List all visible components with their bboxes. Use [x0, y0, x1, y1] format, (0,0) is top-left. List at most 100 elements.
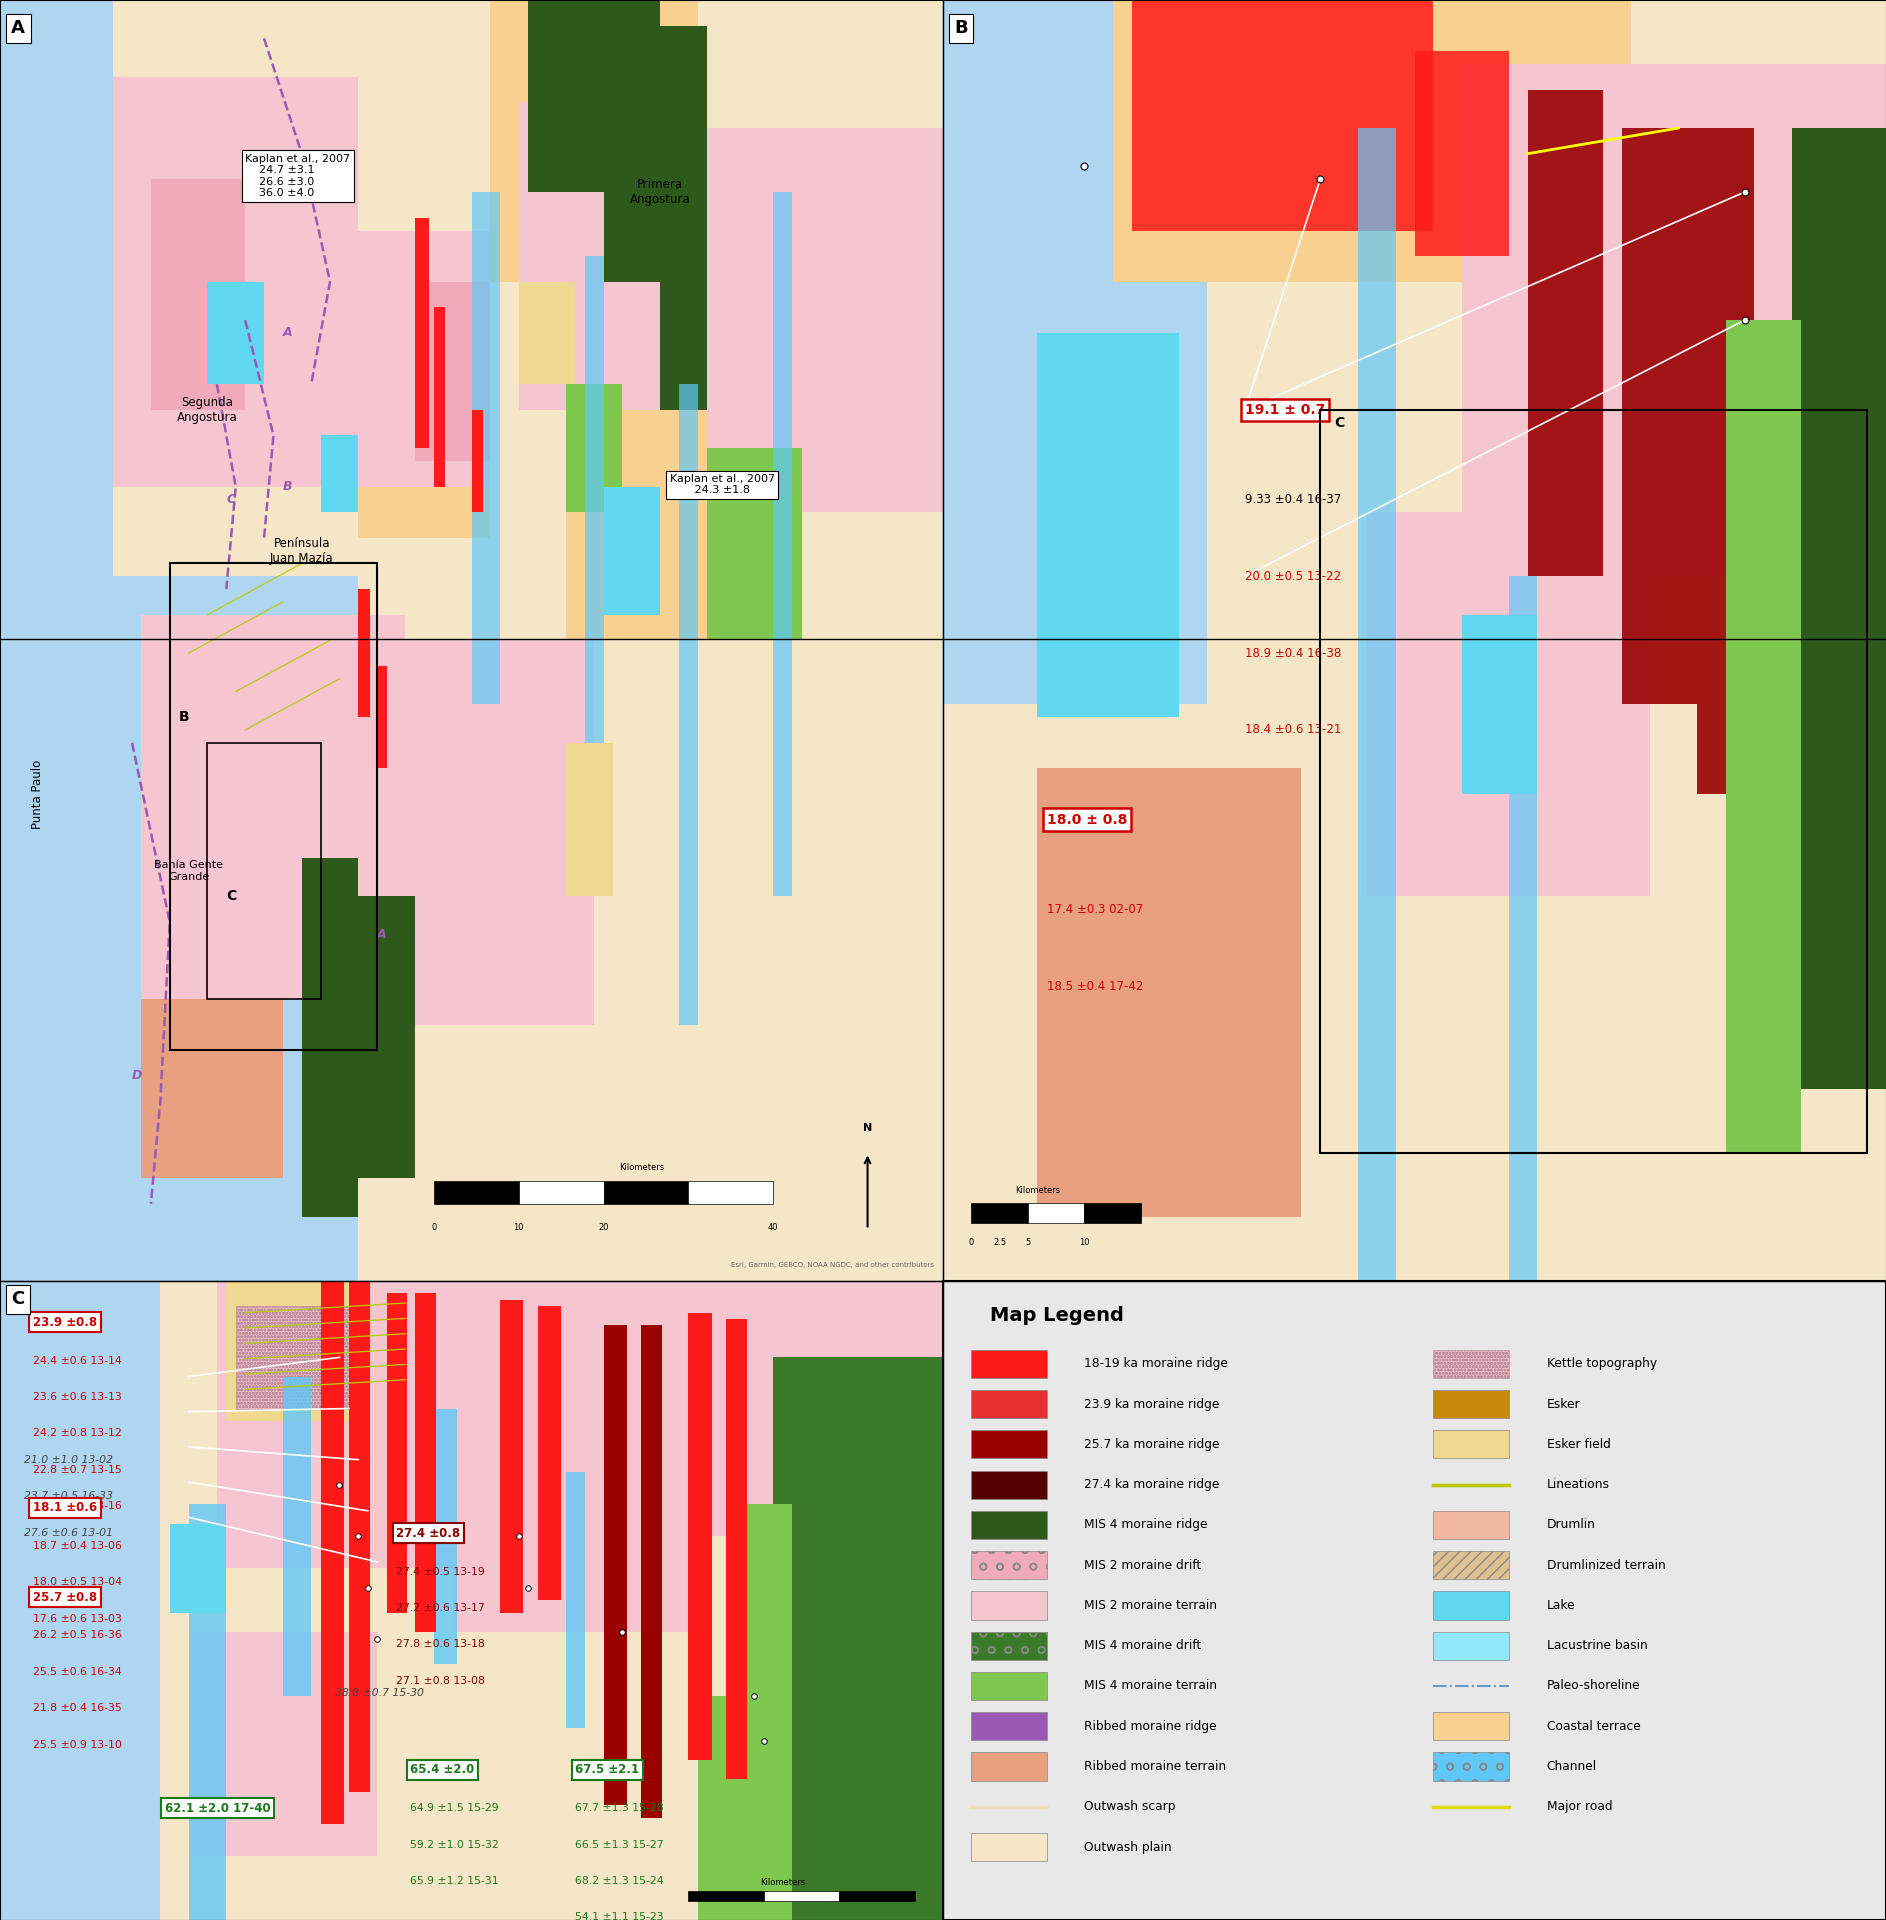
Bar — [1462, 614, 1537, 795]
Bar — [434, 307, 445, 486]
Bar — [160, 1281, 943, 1920]
Text: Kaplan et al., 2007
    24.7 ±3.1
    26.6 ±3.0
    36.0 ±4.0: Kaplan et al., 2007 24.7 ±3.1 26.6 ±3.0 … — [245, 154, 351, 198]
Bar — [358, 897, 415, 1179]
Text: MIS 2 moraine drift: MIS 2 moraine drift — [1084, 1559, 1201, 1572]
Text: 23.9 ±0.8: 23.9 ±0.8 — [34, 1315, 98, 1329]
Text: 5: 5 — [1026, 1238, 1030, 1248]
Bar — [688, 1891, 764, 1901]
Bar — [1113, 0, 1631, 282]
Bar — [566, 384, 622, 513]
Text: 40: 40 — [768, 1223, 779, 1233]
Text: 27.4 ±0.5 13-19: 27.4 ±0.5 13-19 — [396, 1567, 485, 1576]
Bar — [1433, 1511, 1509, 1540]
Bar — [170, 563, 377, 1050]
Bar — [971, 1592, 1047, 1619]
Bar — [283, 1377, 311, 1695]
Bar — [971, 1350, 1047, 1379]
Text: 9.33 ±0.4 16-37: 9.33 ±0.4 16-37 — [1245, 493, 1341, 507]
Bar — [971, 1753, 1047, 1780]
Text: 2.5: 2.5 — [994, 1238, 1005, 1248]
Text: Kilometers: Kilometers — [760, 1878, 805, 1887]
Bar — [1528, 90, 1603, 576]
Bar — [1433, 1753, 1509, 1780]
Text: 20.0 ±0.5 13-22: 20.0 ±0.5 13-22 — [1245, 570, 1341, 584]
Bar — [1462, 63, 1886, 576]
Bar — [764, 1891, 839, 1901]
Text: 64.9 ±1.5 15-29: 64.9 ±1.5 15-29 — [411, 1803, 498, 1812]
Bar — [1433, 1551, 1509, 1580]
Bar — [971, 1471, 1047, 1500]
Bar — [1433, 1713, 1509, 1740]
Text: Esker: Esker — [1547, 1398, 1580, 1411]
Text: 25.5 ±0.6 16-34: 25.5 ±0.6 16-34 — [34, 1667, 123, 1676]
Text: Outwash scarp: Outwash scarp — [1084, 1801, 1177, 1812]
Text: 25.7 ±0.8: 25.7 ±0.8 — [34, 1590, 98, 1603]
Text: 25.7 ka moraine ridge: 25.7 ka moraine ridge — [1084, 1438, 1220, 1452]
Text: 26.2 ±0.5 16-36: 26.2 ±0.5 16-36 — [34, 1630, 123, 1640]
Bar — [839, 1891, 915, 1901]
Text: MIS 4 moraine drift: MIS 4 moraine drift — [1084, 1640, 1201, 1653]
Text: 65.4 ±2.0: 65.4 ±2.0 — [411, 1763, 475, 1776]
Text: 19.1 ± 0.7: 19.1 ± 0.7 — [1245, 403, 1326, 417]
Text: Channel: Channel — [1547, 1761, 1597, 1772]
Text: 17.6 ±0.6 13-03: 17.6 ±0.6 13-03 — [34, 1615, 123, 1624]
Bar — [472, 192, 500, 705]
Text: 27.4 ±0.8: 27.4 ±0.8 — [396, 1526, 460, 1540]
Bar — [1509, 576, 1537, 1281]
Bar — [538, 1306, 562, 1601]
Bar — [971, 1202, 1028, 1223]
Bar — [1697, 129, 1754, 795]
Text: C: C — [11, 1290, 25, 1308]
Bar — [519, 282, 575, 384]
Bar — [1084, 1202, 1141, 1223]
Bar — [170, 1524, 226, 1613]
Bar — [141, 614, 405, 998]
Text: C: C — [226, 493, 236, 507]
Text: Kettle topography: Kettle topography — [1547, 1357, 1656, 1371]
Bar — [226, 1281, 358, 1421]
Text: Esri, Garmin, GEBCO, NOAA NGDC, and other contributors: Esri, Garmin, GEBCO, NOAA NGDC, and othe… — [730, 1261, 934, 1267]
Bar — [1433, 1430, 1509, 1459]
Text: N: N — [864, 1123, 871, 1133]
Bar — [971, 1551, 1047, 1580]
Text: Major road: Major road — [1547, 1801, 1613, 1812]
Bar — [434, 1409, 458, 1665]
Bar — [1414, 52, 1509, 255]
Text: Drumlin: Drumlin — [1547, 1519, 1596, 1532]
Text: A: A — [11, 19, 25, 36]
Bar — [736, 1505, 792, 1920]
Text: 18.0 ± 0.8: 18.0 ± 0.8 — [1047, 812, 1128, 828]
Bar — [141, 998, 283, 1179]
Bar — [1792, 129, 1886, 1089]
Bar — [604, 1325, 628, 1805]
Bar — [151, 179, 245, 409]
Text: 68.2 ±1.3 15-24: 68.2 ±1.3 15-24 — [575, 1876, 664, 1885]
Bar — [1037, 768, 1301, 1217]
Bar — [1433, 1390, 1509, 1419]
Bar — [971, 1511, 1047, 1540]
Bar — [415, 1294, 436, 1632]
Text: MIS 4 moraine terrain: MIS 4 moraine terrain — [1084, 1680, 1218, 1693]
Text: 10: 10 — [1079, 1238, 1090, 1248]
Bar — [688, 1181, 773, 1204]
Bar — [1358, 129, 1396, 1281]
Text: MIS 4 moraine ridge: MIS 4 moraine ridge — [1084, 1519, 1207, 1532]
Bar — [358, 359, 490, 538]
Bar — [189, 1632, 377, 1857]
Text: 0: 0 — [969, 1238, 973, 1248]
Bar — [519, 102, 688, 409]
Bar — [405, 641, 594, 1025]
Text: 67.5 ±2.1: 67.5 ±2.1 — [575, 1763, 639, 1776]
Text: Lacustrine basin: Lacustrine basin — [1547, 1640, 1646, 1653]
Bar — [358, 230, 490, 486]
Bar — [349, 1281, 370, 1791]
Text: Coastal terrace: Coastal terrace — [1547, 1720, 1641, 1732]
Text: 18.1 ±0.6: 18.1 ±0.6 — [34, 1501, 98, 1515]
Bar — [453, 1281, 688, 1632]
Text: Kaplan et al., 2007
       24.3 ±1.8: Kaplan et al., 2007 24.3 ±1.8 — [670, 474, 775, 495]
Text: 27.6 ±0.6 13-01: 27.6 ±0.6 13-01 — [25, 1528, 113, 1538]
Text: A: A — [377, 929, 387, 941]
Bar — [566, 743, 613, 897]
Bar — [773, 192, 792, 897]
Text: 24.5 ±0.6 13-16: 24.5 ±0.6 13-16 — [34, 1501, 123, 1511]
